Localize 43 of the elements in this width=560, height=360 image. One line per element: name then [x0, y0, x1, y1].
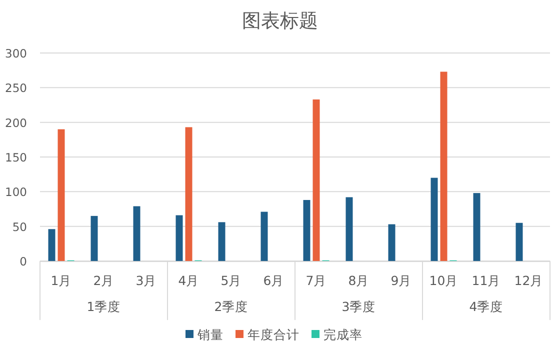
legend-label: 销量	[196, 327, 224, 342]
x-tick-label: 1月	[50, 273, 72, 288]
text: 1季度	[86, 299, 121, 314]
bar	[58, 129, 65, 261]
y-tick-label: 250	[5, 81, 27, 96]
x-tick-label: 2月	[93, 273, 114, 288]
text: 4季度	[469, 299, 504, 314]
bar	[260, 212, 268, 261]
bar	[218, 222, 226, 261]
x-tick-label: 9月	[390, 273, 412, 288]
y-tick-label: 50	[12, 220, 27, 234]
x-tick-label: 11月	[472, 273, 501, 288]
bar	[176, 215, 183, 261]
bar	[133, 206, 140, 261]
bar	[312, 99, 320, 261]
bar	[516, 222, 523, 261]
bar	[430, 178, 438, 261]
x-tick-label: 10月	[429, 273, 458, 288]
bar	[185, 127, 192, 261]
bar	[473, 193, 480, 261]
y-tick-label: 100	[5, 185, 27, 200]
bar	[346, 197, 353, 261]
legend-label: 完成率	[324, 327, 362, 342]
legend-label: 年度合计	[248, 327, 300, 342]
bar	[440, 72, 448, 261]
bar	[303, 200, 310, 261]
x-tick-label: 4月	[178, 273, 200, 288]
chart-title: 图表标题	[242, 10, 318, 32]
bar	[90, 216, 98, 261]
text: 2季度	[214, 299, 248, 314]
y-tick-label: 300	[5, 46, 27, 60]
bar	[48, 229, 56, 261]
x-tick-label: 3月	[136, 273, 157, 288]
y-tick-label: 200	[5, 116, 27, 130]
x-tick-label: 6月	[263, 273, 284, 288]
x-tick-label: 5月	[220, 273, 242, 288]
y-tick-label: 150	[5, 150, 27, 164]
x-tick-label: 8月	[348, 273, 370, 288]
bar	[388, 224, 396, 261]
text: 3季度	[342, 299, 376, 314]
x-tick-label: 12月	[514, 273, 544, 288]
y-tick-label: 0	[20, 254, 27, 268]
x-tick-label: 7月	[306, 273, 327, 288]
